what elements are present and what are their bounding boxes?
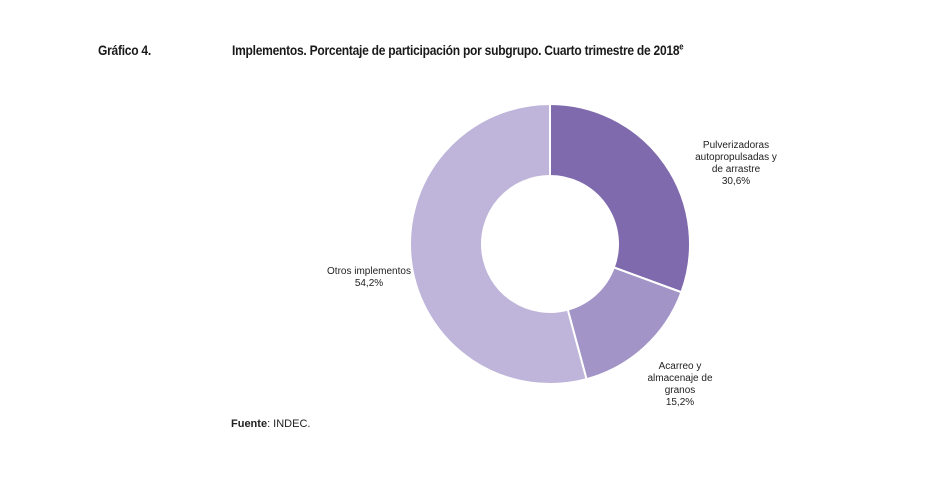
slice-label-line: Otros implementos [327, 266, 411, 277]
slice-otros [409, 102, 588, 385]
slice-label-line: granos [664, 385, 696, 396]
figure-label: Gráfico 4. [98, 42, 151, 58]
slice-label-acarreo: Acarreo y almacenaje de granos 15,2% [630, 361, 730, 409]
chart-header: Gráfico 4. Implementos. Porcentaje de pa… [0, 42, 950, 62]
chart-title-superscript: e [679, 41, 684, 52]
slice-pulverizadoras [549, 102, 691, 294]
slice-label-line: Pulverizadoras [702, 140, 770, 151]
source-note: Fuente: INDEC. [231, 418, 310, 430]
slice-label-otros: Otros implementos 54,2% [314, 266, 424, 290]
chart-title-text: Implementos. Porcentaje de participación… [232, 42, 680, 58]
source-text: : INDEC. [267, 418, 311, 430]
slice-value-label: 54,2% [354, 278, 384, 289]
slice-value-label: 15,2% [665, 397, 695, 408]
slice-label-line: Acarreo y [658, 361, 702, 372]
slice-label-pulverizadoras: Pulverizadoras autopropulsadas y de arra… [681, 140, 791, 188]
slice-label-line: de arrastre [711, 164, 761, 175]
slice-label-line: almacenaje de [647, 373, 713, 384]
slice-label-line: autopropulsadas y [695, 152, 777, 163]
chart-title: Implementos. Porcentaje de participación… [232, 41, 684, 58]
source-label: Fuente [231, 418, 268, 430]
slice-value-label: 30,6% [721, 176, 751, 187]
